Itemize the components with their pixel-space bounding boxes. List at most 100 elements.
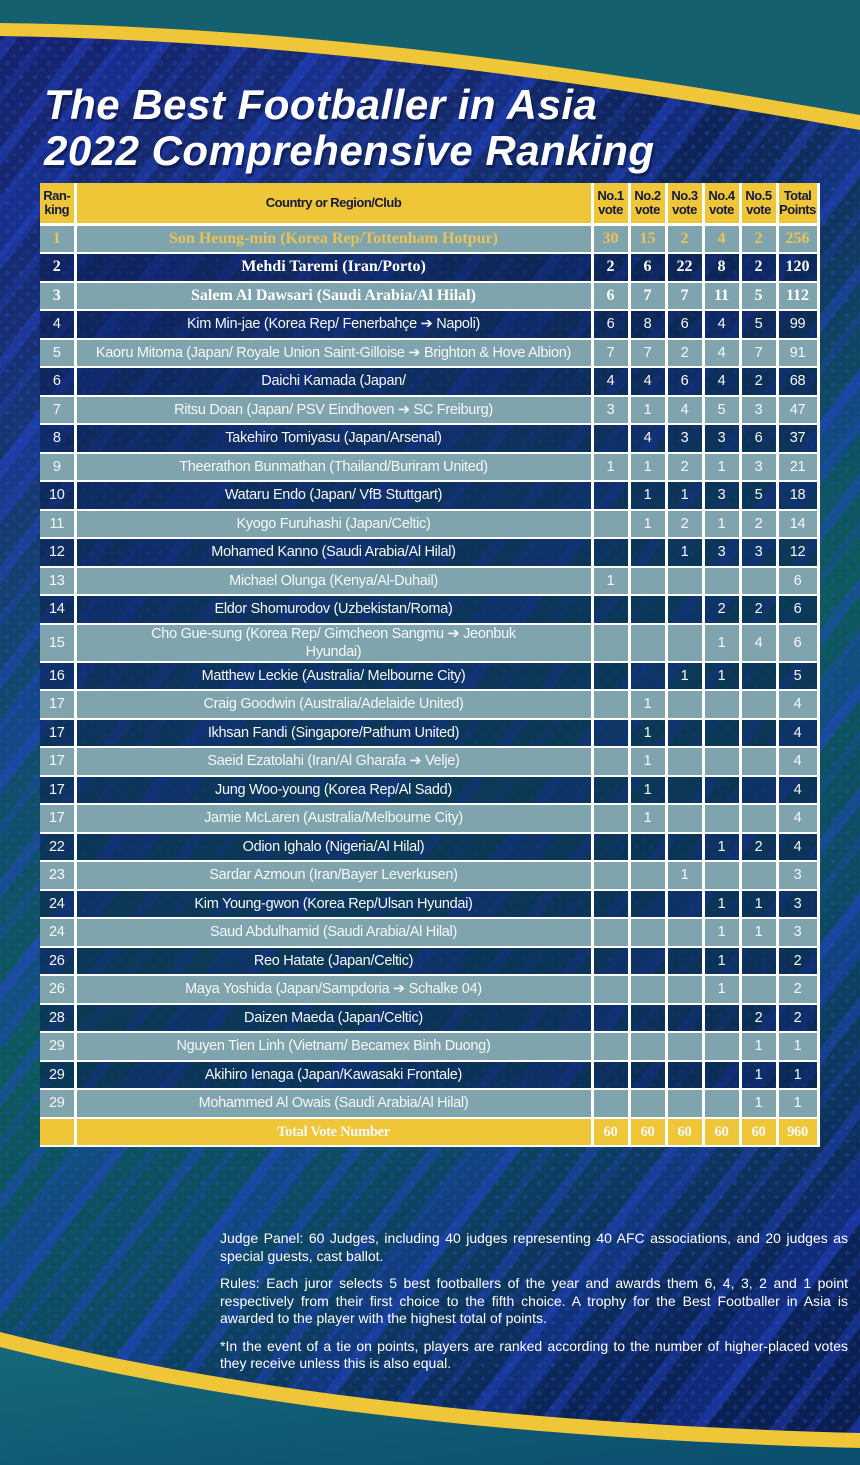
player-cell: Maya Yoshida (Japan/Sampdoria ➔ Schalke … — [75, 975, 594, 1005]
player-cell: Takehiro Tomiyasu (Japan/Arsenal) — [75, 424, 594, 454]
player-cell: Michael Olunga (Kenya/Al-Duhail) — [75, 566, 594, 596]
vote5-cell: 1 — [740, 1089, 779, 1119]
total-points-cell: 12 — [777, 538, 820, 568]
vote3-cell: 2 — [666, 509, 705, 539]
vote2-cell — [629, 832, 668, 862]
vote2-cell: 7 — [629, 338, 668, 368]
player-cell: Jamie McLaren (Australia/Melbourne City) — [75, 804, 594, 834]
player-cell: Salem Al Dawsari (Saudi Arabia/Al Hilal) — [75, 281, 594, 311]
vote1-cell — [592, 595, 631, 625]
vote2-cell: 1 — [629, 775, 668, 805]
vote3-cell — [666, 1060, 705, 1090]
total-points-cell: 4 — [777, 832, 820, 862]
vote3-cell: 7 — [666, 281, 705, 311]
vote3-cell: 1 — [666, 661, 705, 691]
vote3-cell: 1 — [666, 481, 705, 511]
vote3-cell — [666, 747, 705, 777]
table-row: 26 Maya Yoshida (Japan/Sampdoria ➔ Schal… — [40, 975, 820, 1005]
vote2-cell: 1 — [629, 509, 668, 539]
rank-cell: 6 — [40, 367, 77, 397]
total-points-cell: 37 — [777, 424, 820, 454]
vote3-cell: 22 — [666, 253, 705, 283]
total-points-cell: 14 — [777, 509, 820, 539]
total-points-cell: 47 — [777, 395, 820, 425]
rank-cell: 12 — [40, 538, 77, 568]
total-points-cell: 120 — [777, 253, 820, 283]
vote4-cell: 4 — [703, 367, 742, 397]
vote2-cell — [629, 623, 668, 663]
page-title: The Best Footballer in Asia 2022 Compreh… — [44, 82, 655, 174]
table-row: 14 Eldor Shomurodov (Uzbekistan/Roma) 2 … — [40, 595, 820, 625]
vote3-cell — [666, 1089, 705, 1119]
table-row: 8 Takehiro Tomiyasu (Japan/Arsenal) 4 3 … — [40, 424, 820, 454]
vote5-cell — [740, 946, 779, 976]
vote5-cell: 1 — [740, 1060, 779, 1090]
vote5-cell: 1 — [740, 1032, 779, 1062]
player-cell: Saud Abdulhamid (Saudi Arabia/Al Hilal) — [75, 918, 594, 948]
vote3-cell: 2 — [666, 338, 705, 368]
vote3-cell: 1 — [666, 861, 705, 891]
vote2-cell: 1 — [629, 452, 668, 482]
player-cell: Craig Goodwin (Australia/Adelaide United… — [75, 690, 594, 720]
vote4-cell — [703, 747, 742, 777]
vote4-cell: 4 — [703, 338, 742, 368]
player-cell: Daizen Maeda (Japan/Celtic) — [75, 1003, 594, 1033]
vote4-cell — [703, 718, 742, 748]
vote4-cell — [703, 1089, 742, 1119]
total-vote1: 60 — [592, 1117, 631, 1147]
vote5-cell: 2 — [740, 224, 779, 254]
vote4-cell: 5 — [703, 395, 742, 425]
player-cell: Odion Ighalo (Nigeria/Al Hilal) — [75, 832, 594, 862]
total-points-cell: 6 — [777, 595, 820, 625]
vote3-cell — [666, 975, 705, 1005]
vote5-cell: 3 — [740, 538, 779, 568]
rank-cell: 24 — [40, 918, 77, 948]
vote5-cell — [740, 975, 779, 1005]
vote4-cell: 1 — [703, 623, 742, 663]
vote4-cell: 1 — [703, 889, 742, 919]
total-points-cell: 5 — [777, 661, 820, 691]
table-row: 7 Ritsu Doan (Japan/ PSV Eindhoven ➔ SC … — [40, 395, 820, 425]
player-cell: Sardar Azmoun (Iran/Bayer Leverkusen) — [75, 861, 594, 891]
player-cell: Kaoru Mitoma (Japan/ Royale Union Saint-… — [75, 338, 594, 368]
table-row: 10 Wataru Endo (Japan/ VfB Stuttgart) 1 … — [40, 481, 820, 511]
vote1-cell: 6 — [592, 310, 631, 340]
rank-cell: 23 — [40, 861, 77, 891]
total-points-cell: 256 — [777, 224, 820, 254]
total-points-cell: 4 — [777, 718, 820, 748]
total-points-cell: 4 — [777, 747, 820, 777]
col-header-ranking: Ran-king — [40, 183, 77, 226]
col-header-vote1: No.1 vote — [592, 183, 631, 226]
vote5-cell: 6 — [740, 424, 779, 454]
vote3-cell: 2 — [666, 224, 705, 254]
vote1-cell — [592, 1089, 631, 1119]
rank-cell: 24 — [40, 889, 77, 919]
rank-cell: 29 — [40, 1032, 77, 1062]
vote3-cell: 6 — [666, 367, 705, 397]
rank-cell: 13 — [40, 566, 77, 596]
vote2-cell: 4 — [629, 424, 668, 454]
vote1-cell: 7 — [592, 338, 631, 368]
vote5-cell — [740, 718, 779, 748]
table-row: 11 Kyogo Furuhashi (Japan/Celtic) 1 2 1 … — [40, 509, 820, 539]
total-points: 960 — [777, 1117, 820, 1147]
player-cell: Ritsu Doan (Japan/ PSV Eindhoven ➔ SC Fr… — [75, 395, 594, 425]
vote3-cell — [666, 946, 705, 976]
player-cell: Jung Woo-young (Korea Rep/Al Sadd) — [75, 775, 594, 805]
vote5-cell: 3 — [740, 395, 779, 425]
rank-cell: 5 — [40, 338, 77, 368]
rank-cell: 17 — [40, 718, 77, 748]
vote3-cell — [666, 718, 705, 748]
table-row: 2 Mehdi Taremi (Iran/Porto) 2 6 22 8 2 1… — [40, 253, 820, 283]
total-points-cell: 2 — [777, 1003, 820, 1033]
vote3-cell — [666, 918, 705, 948]
vote1-cell — [592, 623, 631, 663]
total-points-cell: 4 — [777, 775, 820, 805]
table-row: 13 Michael Olunga (Kenya/Al-Duhail) 1 6 — [40, 566, 820, 596]
vote5-cell: 5 — [740, 481, 779, 511]
vote1-cell — [592, 481, 631, 511]
table-row: 17 Saeid Ezatolahi (Iran/Al Gharafa ➔ Ve… — [40, 747, 820, 777]
total-points-cell: 2 — [777, 946, 820, 976]
total-vote3: 60 — [666, 1117, 705, 1147]
